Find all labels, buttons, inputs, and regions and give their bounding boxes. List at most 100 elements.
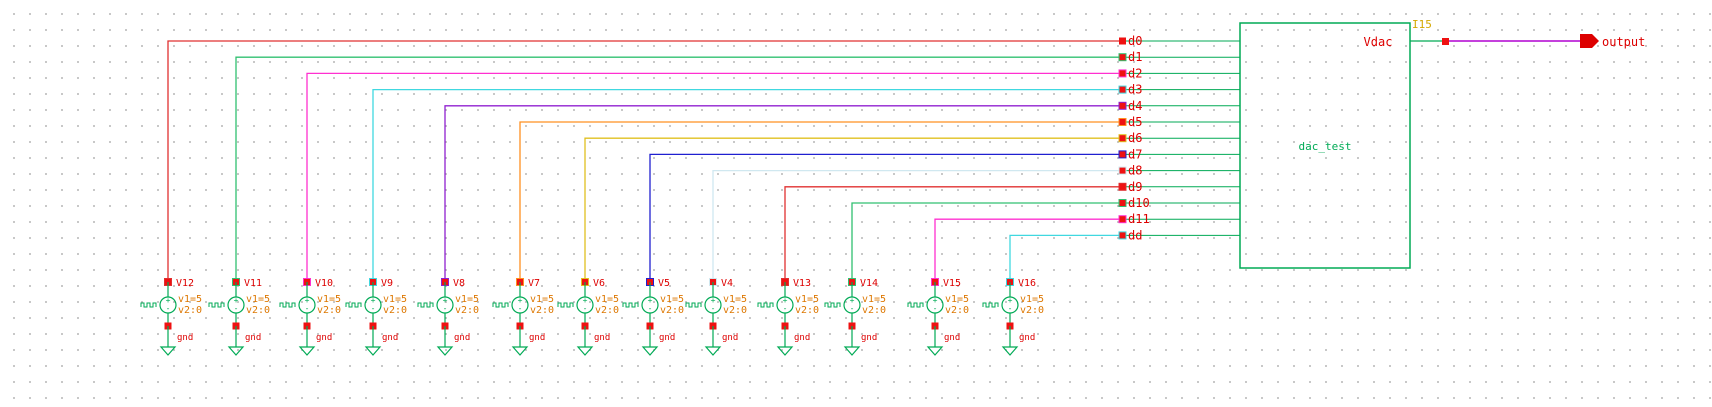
plus-icon: + — [305, 296, 310, 305]
ground-icon — [298, 346, 316, 356]
ground-label: gnd — [454, 333, 470, 343]
source-V13[interactable]: +- V13 v1=5v2:0 gnd — [757, 278, 819, 356]
pulse-icon — [140, 302, 157, 308]
pin-marker-d9[interactable] — [1118, 182, 1127, 191]
ground-label: gnd — [722, 333, 738, 343]
pin-marker-d1[interactable] — [1118, 53, 1127, 62]
pin-label-d11: d11 — [1128, 212, 1150, 226]
wire-d3[interactable] — [372, 88, 1122, 282]
source-V11[interactable]: +- V11 v1=5v2:0 gnd — [208, 278, 270, 356]
wire-d8[interactable] — [712, 169, 1122, 282]
dac-instance[interactable]: I15 dac_test Vdac — [1239, 18, 1445, 269]
source-V9[interactable]: +- V9 v1=5v2:0 gnd — [345, 278, 407, 356]
wire-d6[interactable] — [584, 137, 1122, 282]
source-name: V6 — [593, 278, 605, 289]
wire-d4[interactable] — [444, 105, 1122, 282]
source-V7[interactable]: +- V7 v1=5v2:0 gnd — [492, 278, 554, 356]
output-port-flag[interactable] — [1580, 34, 1599, 48]
input-pins-layer: d0 d1 d2 d3 d4 d5 d6 d7 d8 d9 d10 d11 dd — [1118, 34, 1240, 242]
source-V5[interactable]: +- V5 v1=5v2:0 gnd — [622, 278, 684, 356]
ground-icon — [704, 346, 722, 356]
wire-dd[interactable] — [1009, 234, 1122, 282]
source-V16[interactable]: +- V16 v1=5v2:0 gnd — [982, 278, 1044, 356]
pin-marker-d8[interactable] — [1118, 166, 1127, 175]
pin-marker-d6[interactable] — [1118, 134, 1127, 143]
pin-marker-d2[interactable] — [1118, 69, 1127, 78]
pin-marker-d4[interactable] — [1118, 101, 1127, 110]
output-connect-marker[interactable] — [1442, 38, 1449, 45]
wire-d9[interactable] — [784, 186, 1122, 282]
output-port-group[interactable]: output — [1442, 34, 1645, 49]
source-param-v1: v1=5 — [862, 294, 886, 305]
source-V4[interactable]: +- V4 v1=5v2:0 gnd — [685, 278, 747, 356]
wire-d7[interactable] — [649, 153, 1122, 282]
source-param-v2: v2:0 — [723, 305, 747, 316]
pulse-icon — [417, 302, 434, 308]
ground-icon — [511, 346, 529, 356]
minus-icon: - — [518, 304, 523, 313]
source-param-v2: v2:0 — [795, 305, 819, 316]
pin-marker-d10[interactable] — [1118, 199, 1127, 207]
pulse-icon — [345, 302, 362, 308]
pin-label-d0: d0 — [1128, 34, 1142, 48]
minus-icon: - — [1008, 304, 1013, 313]
pin-marker-dd[interactable] — [1118, 231, 1127, 240]
minus-icon: - — [305, 304, 310, 313]
output-pin-label: Vdac — [1364, 35, 1393, 49]
ground-icon — [364, 346, 382, 356]
pulse-icon — [492, 302, 509, 308]
plus-icon: + — [371, 296, 376, 305]
minus-icon: - — [166, 304, 171, 313]
ground-label: gnd — [529, 333, 545, 343]
source-V8[interactable]: +- V8 v1=5v2:0 gnd — [417, 278, 479, 356]
ground-icon — [159, 346, 177, 356]
ground-icon — [641, 346, 659, 356]
source-param-v1: v1=5 — [246, 294, 270, 305]
source-V10[interactable]: +- V10 v1=5v2:0 gnd — [279, 278, 341, 356]
source-param-v2: v2:0 — [595, 305, 619, 316]
pin-label-d1: d1 — [1128, 50, 1142, 64]
ground-label: gnd — [177, 333, 193, 343]
pulse-icon — [685, 302, 702, 308]
pin-marker-d0[interactable] — [1119, 37, 1126, 45]
wire-d0[interactable] — [167, 40, 1122, 282]
ground-icon — [843, 346, 861, 356]
wire-d1[interactable] — [235, 56, 1122, 282]
source-V12[interactable]: +- V12 v1=5v2:0 gnd — [140, 278, 202, 356]
source-param-v2: v2:0 — [660, 305, 684, 316]
cell-name: dac_test — [1299, 140, 1352, 153]
source-param-v2: v2:0 — [317, 305, 341, 316]
source-param-v2: v2:0 — [530, 305, 554, 316]
source-V6[interactable]: +- V6 v1=5v2:0 gnd — [557, 278, 619, 356]
pin-marker-d11[interactable] — [1118, 215, 1127, 224]
pin-label-d3: d3 — [1128, 83, 1142, 97]
wire-d10[interactable] — [851, 202, 1122, 282]
source-param-v2: v2:0 — [862, 305, 886, 316]
source-name: V7 — [528, 278, 540, 289]
pin-marker-d5[interactable] — [1118, 118, 1127, 126]
wire-d2[interactable] — [306, 72, 1122, 282]
pin-label-d6: d6 — [1128, 131, 1142, 145]
source-V14[interactable]: +- V14 v1=5v2:0 gnd — [824, 278, 886, 356]
pin-label-d9: d9 — [1128, 180, 1142, 194]
source-param-v2: v2:0 — [246, 305, 270, 316]
ground-icon — [776, 346, 794, 356]
source-param-v2: v2:0 — [455, 305, 479, 316]
source-V15[interactable]: +- V15 v1=5v2:0 gnd — [907, 278, 969, 356]
minus-icon: - — [371, 304, 376, 313]
dac-instance-body[interactable] — [1239, 22, 1411, 269]
ground-label: gnd — [594, 333, 610, 343]
wire-d5[interactable] — [519, 121, 1122, 282]
plus-icon: + — [711, 296, 716, 305]
wire-d11[interactable] — [934, 218, 1122, 282]
source-param-v2: v2:0 — [1020, 305, 1044, 316]
ground-label: gnd — [382, 333, 398, 343]
pin-marker-d7[interactable] — [1118, 150, 1127, 159]
source-name: V11 — [244, 278, 262, 289]
source-param-v1: v1=5 — [317, 294, 341, 305]
pin-marker-d3[interactable] — [1118, 85, 1127, 94]
source-name: V14 — [860, 278, 878, 289]
minus-icon: - — [443, 304, 448, 313]
pulse-icon — [279, 302, 296, 308]
